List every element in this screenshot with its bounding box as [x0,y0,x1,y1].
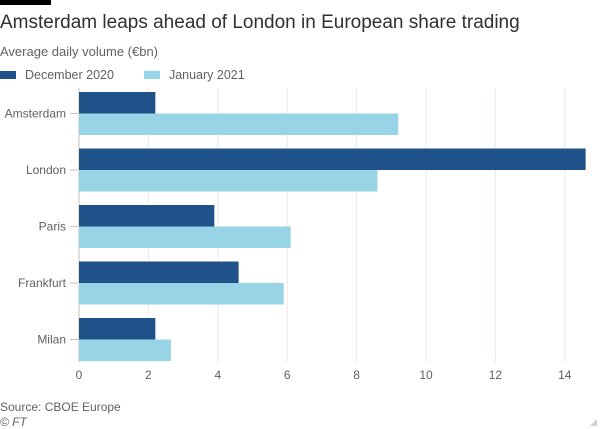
bar-paris-january-2021 [79,226,291,248]
brand-bar [0,0,51,5]
chart-title: Amsterdam leaps ahead of London in Europ… [0,12,520,33]
bar-paris-december-2020 [79,205,215,227]
legend-item-january-2021: January 2021 [143,68,245,82]
bar-frankfurt-january-2021 [79,283,284,305]
legend-swatch-january-2021 [143,71,160,79]
x-tick-label: 8 [353,368,360,382]
bar-amsterdam-december-2020 [79,92,156,114]
x-tick-label: 6 [284,368,291,382]
y-tick-label-paris: Paris [39,220,66,234]
legend-label-december-2020: December 2020 [25,68,114,82]
legend: December 2020 January 2021 [0,68,275,82]
bar-london-december-2020 [79,148,586,170]
x-tick-label: 14 [558,368,572,382]
y-tick-label-frankfurt: Frankfurt [18,276,67,290]
legend-swatch-december-2020 [0,71,16,79]
x-tick-label: 10 [419,368,433,382]
x-tick-label: 2 [145,368,152,382]
bar-amsterdam-january-2021 [79,113,399,135]
bar-milan-december-2020 [79,318,156,340]
x-tick-label: 12 [489,368,503,382]
y-tick-label-london: London [26,163,66,177]
bar-london-january-2021 [79,170,378,192]
chart-subtitle: Average daily volume (€bn) [0,44,159,59]
x-tick-label: 0 [76,368,83,382]
y-tick-label-milan: Milan [37,333,66,347]
legend-label-january-2021: January 2021 [168,68,245,82]
resize-handle-icon [590,419,597,426]
y-tick-label-amsterdam: Amsterdam [5,107,66,121]
bar-frankfurt-december-2020 [79,261,239,283]
source-note: Source: CBOE Europe [0,400,121,414]
legend-item-december-2020: December 2020 [0,68,114,82]
copyright-note: © FT [0,415,27,429]
x-tick-label: 4 [214,368,221,382]
bar-milan-january-2021 [79,339,171,361]
